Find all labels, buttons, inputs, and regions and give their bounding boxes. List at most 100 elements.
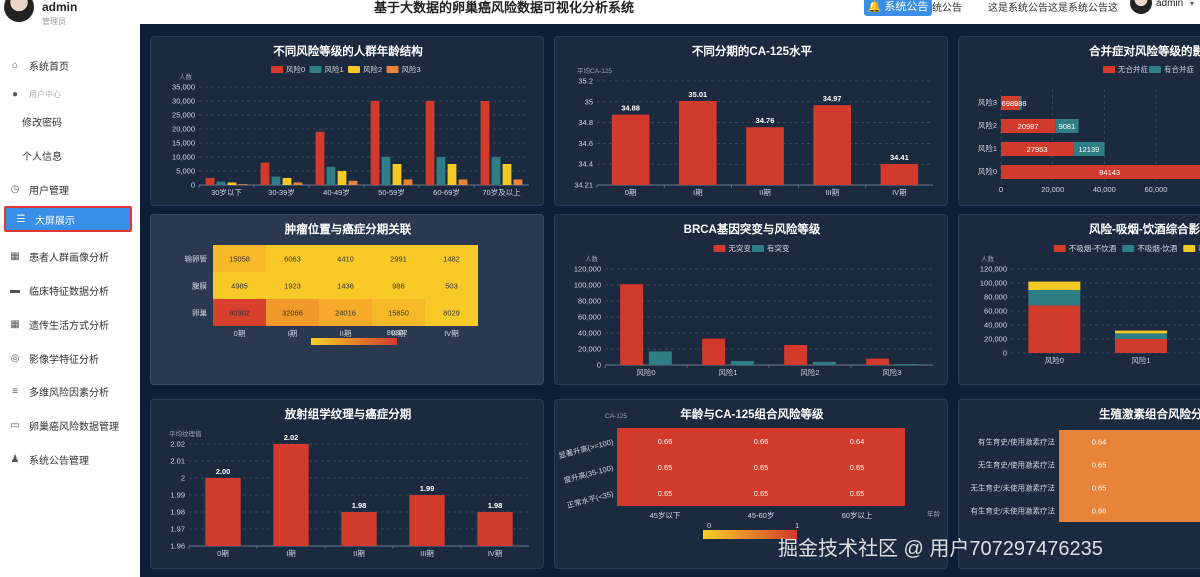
data-label: 35.01 — [688, 90, 707, 99]
sidebar-item-13[interactable]: ♟ 系统公告管理 — [0, 446, 140, 472]
data-label: 34.76 — [756, 116, 775, 125]
cell-value: 80302 — [229, 309, 250, 318]
y-tick-label: 25,000 — [172, 111, 195, 120]
bar — [370, 101, 380, 185]
y-tick-label: 15,000 — [172, 139, 195, 148]
bar-segment — [1115, 330, 1167, 334]
sidebar: admin 管理员 ⌂ 系统首页 ● 用户中心 修改密码 个人信息 ◷ 用户管理 ☰ 大屏展示 ▦ 患… — [0, 0, 140, 577]
y-tick-label: 60,000 — [578, 313, 601, 322]
sidebar-item-3[interactable]: 修改密码 — [0, 108, 140, 134]
bar — [702, 338, 726, 365]
user-profile[interactable]: admin 管理员 — [0, 0, 140, 30]
legend-label: 风险3 — [402, 64, 421, 74]
chart-icon: ◎ — [10, 352, 20, 364]
sidebar-item-11[interactable]: ≡ 多维风险因素分析 — [0, 378, 140, 404]
page-title: 基于大数据的卵巢癌风险数据可视化分析系统 — [374, 0, 635, 15]
heat-cell — [213, 299, 266, 326]
cell-value: 0.65 — [850, 489, 865, 498]
bar — [260, 162, 270, 185]
chart-title: 风险-吸烟-饮酒综合影响 — [1089, 222, 1200, 236]
bar — [409, 495, 445, 546]
bar — [337, 171, 347, 185]
heat-cell — [809, 428, 905, 454]
sidebar-item-4[interactable]: 个人信息 — [0, 142, 140, 168]
legend-swatch — [752, 245, 764, 252]
cell-value: 15058 — [229, 255, 250, 264]
avatar[interactable] — [1130, 0, 1152, 14]
bar — [315, 131, 325, 185]
y-tick-label: 输卵管 — [185, 254, 208, 264]
y-tick-label: 1.98 — [170, 508, 185, 517]
sidebar-item-1[interactable]: ⌂ 系统首页 — [0, 52, 140, 78]
y-tick-label: 风险0 — [978, 166, 997, 176]
y-tick-label: 40,000 — [578, 329, 601, 338]
data-label: 12139 — [1078, 145, 1099, 154]
y-tick-label: 2 — [181, 474, 185, 483]
sidebar-item-6[interactable]: ☰ 大屏展示 — [4, 206, 132, 232]
avatar[interactable] — [4, 0, 34, 22]
y-tick-label: 34.21 — [574, 181, 593, 190]
x-tick-label: II期 — [759, 188, 771, 197]
chart-title: 不同分期的CA-125水平 — [692, 44, 813, 58]
bar-segment — [1115, 339, 1167, 353]
sidebar-item-label: 个人信息 — [22, 151, 62, 163]
cell-value: 0.65 — [658, 489, 673, 498]
sidebar-item-10[interactable]: ◎ 影像学特征分析 — [0, 345, 140, 371]
data-label: 84143 — [1099, 168, 1120, 177]
y-axis-label: 人数 — [585, 254, 599, 263]
user-role: 管理员 — [42, 17, 66, 26]
sidebar-item-label: 临床特征数据分析 — [29, 286, 109, 298]
sidebar-item-label: 患者人群画像分析 — [29, 252, 109, 264]
panel-age-ca125-combo: 年龄与CA-125组合风险等级 CA-125 显著升高(>=100) 0.66 0.66… — [554, 399, 948, 569]
panel-hormone: 生殖激素组合风险分析有生育史/使用激素疗法 0.64 无生育史/使用激素疗法 0.65… — [958, 399, 1200, 569]
x-tick-label: III期 — [420, 549, 434, 558]
heat-cell — [213, 272, 266, 299]
legend-swatch — [309, 66, 322, 73]
chevron-down-icon[interactable]: ▾ — [1190, 0, 1195, 8]
bar — [271, 176, 281, 185]
header-username[interactable]: admin — [1156, 0, 1184, 9]
y-tick-label: 腹膜 — [192, 281, 207, 291]
sidebar-item-label: 遗传生活方式分析 — [29, 320, 109, 332]
sidebar-item-12[interactable]: ▭ 卵巢癌风险数据管理 — [0, 412, 140, 438]
sidebar-item-5[interactable]: ◷ 用户管理 — [0, 176, 140, 202]
bar — [282, 178, 292, 185]
top-bar: 基于大数据的卵巢癌风险数据可视化分析系统 🔔 系统公告 统公告 这是系统公告这是… — [140, 0, 1200, 24]
chart-title: 不同风险等级的人群年龄结构 — [273, 44, 423, 58]
x-tick-label: II期 — [340, 329, 352, 338]
y-tick-label: 风险3 — [978, 97, 997, 107]
chart-title: 年龄与CA-125组合风险等级 — [680, 407, 824, 421]
x-tick-label: III期 — [392, 329, 406, 338]
data-label: 34.88 — [621, 104, 640, 113]
menu-icon: ☰ — [16, 213, 26, 225]
cell-value: 6063 — [284, 255, 301, 264]
sidebar-item-8[interactable]: ▬ 临床特征数据分析 — [0, 277, 140, 303]
y-tick-label: 5,000 — [176, 167, 195, 176]
legend-label: 风险0 — [286, 64, 305, 74]
chat-icon: ▭ — [10, 419, 20, 431]
heat-cell — [372, 299, 425, 326]
x-tick-label: IV期 — [892, 188, 907, 197]
user-icon: ● — [11, 88, 19, 100]
bar — [326, 166, 336, 185]
heat-cell — [425, 245, 478, 272]
bar-segment — [1028, 281, 1081, 290]
sidebar-item-9[interactable]: ▦ 遗传生活方式分析 — [0, 311, 140, 337]
bar — [477, 512, 513, 546]
legend-swatch — [386, 66, 399, 73]
x-tick-label: 风险1 — [1131, 355, 1150, 365]
sidebar-item-label: 影像学特征分析 — [29, 354, 99, 366]
heat-cell — [319, 299, 372, 326]
visual-map-bar — [311, 338, 397, 345]
bar-segment — [1028, 290, 1081, 306]
heat-cell — [617, 480, 713, 506]
dashboard-screen: 不同风险等级的人群年龄结构 风险0 风险1 风险2 风险3 0 5,000 10,000 15,… — [140, 24, 1200, 577]
notice-button[interactable]: 🔔 系统公告 — [864, 0, 932, 16]
cell-value: 0.66 — [1092, 507, 1107, 516]
heat-cell — [266, 299, 319, 326]
y-tick-label: 2.02 — [170, 440, 185, 449]
bar — [348, 180, 358, 185]
cell-value: 8029 — [443, 309, 460, 318]
sidebar-item-7[interactable]: ▦ 患者人群画像分析 — [0, 243, 140, 269]
